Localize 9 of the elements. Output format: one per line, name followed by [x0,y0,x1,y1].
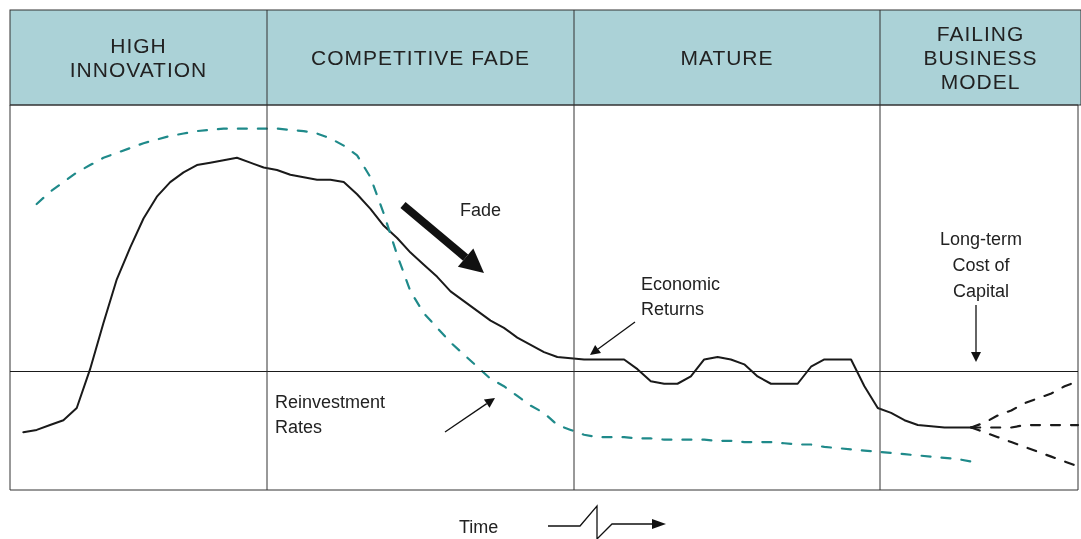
text: COMPETITIVE FADE [310,45,531,69]
text: MATURE [680,45,774,69]
text: HIGH INNOVATION [69,33,208,81]
annotation: Reinvestment Rates [275,392,386,437]
annotation: Fade [460,200,502,220]
text: FAILING BUSINESS MODEL [923,21,1038,93]
ref-line-label: Long-term Cost of Capital [939,229,1023,301]
annotation: Economic Returns [641,274,721,319]
x-axis-title: Time [459,517,499,537]
